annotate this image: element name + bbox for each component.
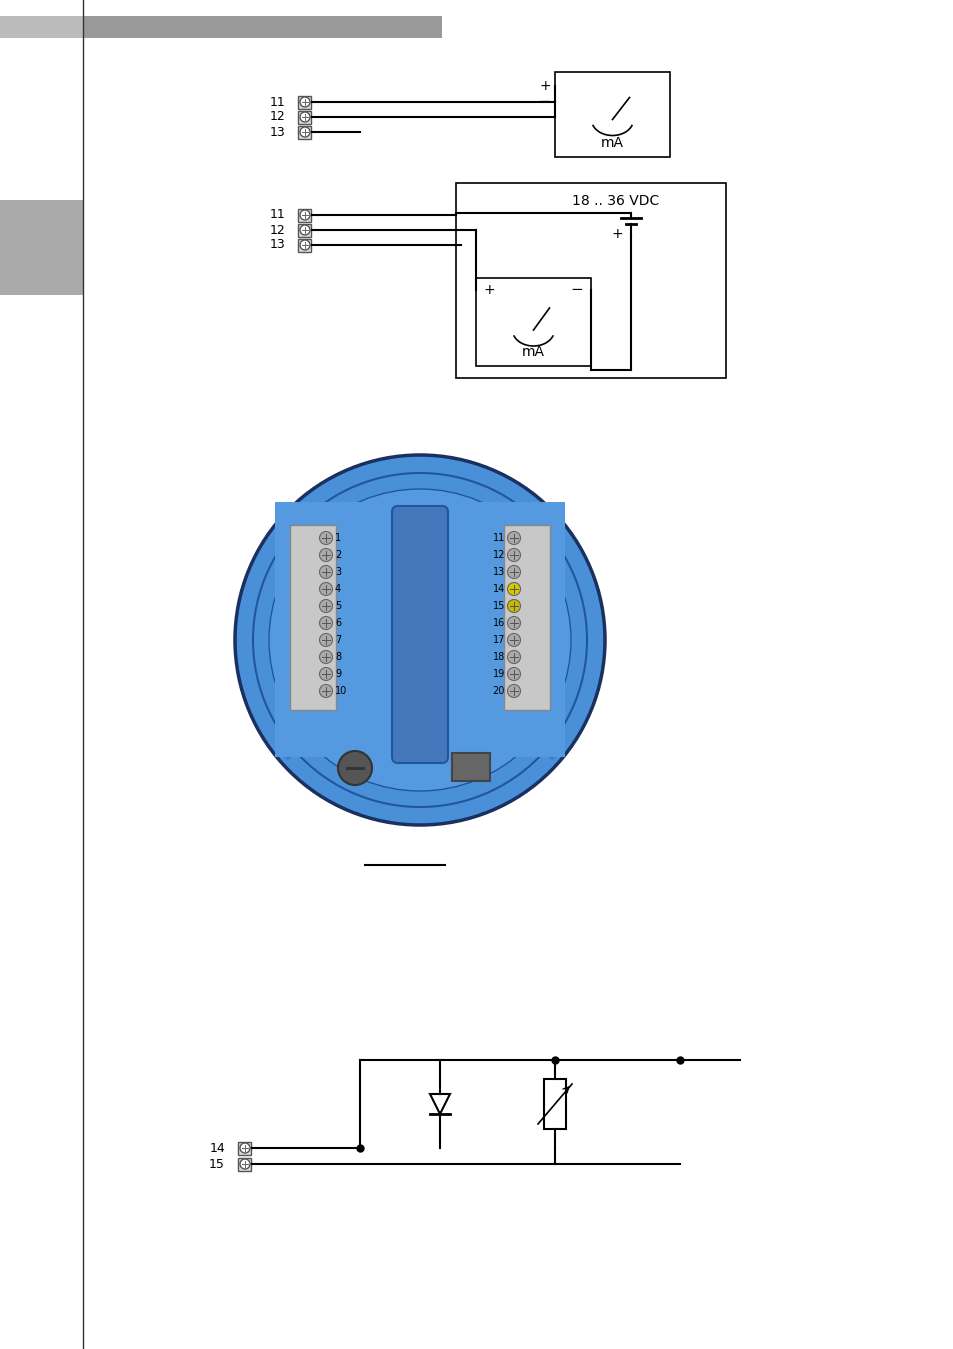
Text: 18: 18 bbox=[493, 652, 504, 662]
Text: 13: 13 bbox=[269, 239, 285, 251]
Circle shape bbox=[269, 488, 571, 791]
Circle shape bbox=[240, 1143, 250, 1153]
Bar bbox=[238, 1157, 252, 1171]
Circle shape bbox=[507, 532, 520, 545]
Circle shape bbox=[507, 684, 520, 697]
Circle shape bbox=[299, 97, 310, 107]
Text: 8: 8 bbox=[335, 652, 341, 662]
Text: −: − bbox=[537, 93, 551, 108]
Circle shape bbox=[337, 751, 372, 785]
Text: 11: 11 bbox=[493, 533, 504, 544]
Text: +: + bbox=[483, 283, 496, 297]
Circle shape bbox=[319, 565, 333, 579]
Circle shape bbox=[283, 503, 557, 777]
Text: −: − bbox=[570, 282, 582, 298]
Text: 19: 19 bbox=[493, 669, 504, 679]
Circle shape bbox=[299, 225, 310, 235]
Bar bbox=[298, 224, 312, 236]
Bar bbox=[298, 111, 312, 124]
Text: 13: 13 bbox=[269, 125, 285, 139]
Circle shape bbox=[319, 684, 333, 697]
Circle shape bbox=[507, 616, 520, 630]
Circle shape bbox=[507, 583, 520, 595]
Text: 12: 12 bbox=[492, 550, 504, 560]
Circle shape bbox=[299, 112, 310, 121]
Text: 12: 12 bbox=[269, 224, 285, 236]
Circle shape bbox=[299, 240, 310, 250]
Circle shape bbox=[319, 549, 333, 561]
FancyBboxPatch shape bbox=[392, 506, 448, 764]
Circle shape bbox=[319, 616, 333, 630]
Text: 15: 15 bbox=[492, 602, 504, 611]
Circle shape bbox=[319, 634, 333, 646]
Text: 20: 20 bbox=[492, 687, 504, 696]
Text: 1: 1 bbox=[335, 533, 341, 544]
Text: 18 .. 36 VDC: 18 .. 36 VDC bbox=[572, 194, 659, 208]
Circle shape bbox=[299, 210, 310, 220]
Text: 3: 3 bbox=[335, 567, 341, 577]
Circle shape bbox=[507, 634, 520, 646]
Text: 12: 12 bbox=[269, 111, 285, 124]
Text: +: + bbox=[538, 80, 551, 93]
Text: 7: 7 bbox=[335, 635, 341, 645]
Bar bbox=[452, 753, 490, 781]
Bar bbox=[298, 239, 312, 251]
Circle shape bbox=[507, 668, 520, 680]
Bar bbox=[0, 16, 83, 38]
Text: 13: 13 bbox=[493, 567, 504, 577]
Text: 14: 14 bbox=[493, 584, 504, 594]
Text: 2: 2 bbox=[335, 550, 341, 560]
Text: 6: 6 bbox=[335, 618, 341, 629]
Text: mA: mA bbox=[521, 345, 544, 359]
Text: +: + bbox=[611, 227, 622, 241]
Text: mA: mA bbox=[600, 136, 623, 150]
Bar bbox=[290, 525, 335, 710]
Bar bbox=[274, 502, 564, 757]
Polygon shape bbox=[430, 1094, 450, 1114]
Circle shape bbox=[299, 127, 310, 138]
Text: 5: 5 bbox=[335, 602, 341, 611]
Text: 4: 4 bbox=[335, 584, 341, 594]
Circle shape bbox=[507, 599, 520, 612]
Bar bbox=[298, 209, 312, 221]
Text: 9: 9 bbox=[335, 669, 341, 679]
Circle shape bbox=[507, 565, 520, 579]
Bar bbox=[238, 1141, 252, 1155]
Bar bbox=[555, 71, 669, 156]
Bar bbox=[298, 96, 312, 108]
Bar bbox=[503, 525, 550, 710]
Text: 11: 11 bbox=[269, 96, 285, 108]
Bar bbox=[0, 200, 83, 295]
Circle shape bbox=[319, 599, 333, 612]
Bar bbox=[298, 125, 312, 139]
Text: 17: 17 bbox=[492, 635, 504, 645]
Bar bbox=[456, 183, 725, 378]
Circle shape bbox=[240, 1159, 250, 1170]
Text: 15: 15 bbox=[209, 1157, 225, 1171]
Circle shape bbox=[319, 650, 333, 664]
Circle shape bbox=[319, 532, 333, 545]
Circle shape bbox=[253, 473, 586, 807]
Circle shape bbox=[507, 650, 520, 664]
Circle shape bbox=[319, 583, 333, 595]
Text: 10: 10 bbox=[335, 687, 347, 696]
Circle shape bbox=[234, 455, 604, 826]
Circle shape bbox=[319, 668, 333, 680]
Text: 14: 14 bbox=[209, 1141, 225, 1155]
Bar bbox=[543, 1079, 565, 1129]
Text: 11: 11 bbox=[269, 209, 285, 221]
Circle shape bbox=[507, 549, 520, 561]
Bar bbox=[476, 278, 590, 366]
Text: 16: 16 bbox=[493, 618, 504, 629]
Bar bbox=[84, 16, 441, 38]
